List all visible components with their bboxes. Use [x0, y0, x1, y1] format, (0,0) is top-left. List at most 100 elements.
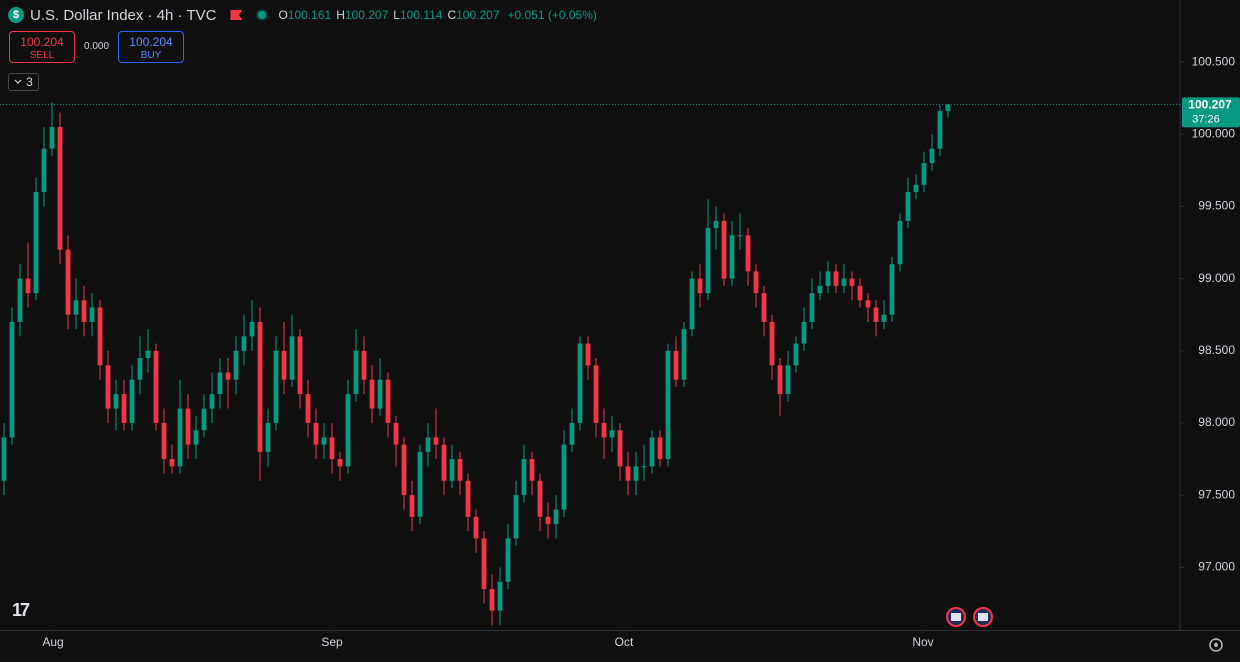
candle-body: [737, 235, 743, 237]
candle-body: [177, 408, 183, 467]
tradingview-logo[interactable]: 17: [12, 600, 30, 620]
sell-label: SELL: [29, 50, 55, 61]
ohlc-key: O: [278, 8, 288, 22]
last-price-label: 100.207: [1188, 98, 1232, 112]
candle-body: [817, 285, 823, 294]
us-flag-events: [946, 607, 993, 627]
candle-body: [161, 422, 167, 460]
candle-body: [729, 235, 735, 279]
candle-body: [113, 394, 119, 409]
candle-body: [289, 336, 295, 380]
candle-body: [33, 192, 39, 294]
candle-body: [337, 459, 343, 467]
candles: [1, 102, 951, 626]
candle-body: [937, 111, 943, 149]
sell-price: 100.204: [20, 35, 64, 49]
candle-body: [585, 343, 591, 366]
candle-body: [473, 516, 479, 539]
candle-body: [305, 394, 311, 423]
candle-body: [401, 444, 407, 496]
candle-body: [721, 220, 727, 279]
candle-body: [129, 379, 135, 423]
candle-body: [41, 148, 47, 193]
candle-body: [705, 228, 711, 294]
candle-body: [481, 538, 487, 590]
candle-body: [193, 430, 199, 445]
candle-body: [313, 422, 319, 445]
candle-body: [153, 350, 159, 423]
candle-body: [393, 422, 399, 445]
candle-body: [833, 271, 839, 286]
candle-body: [849, 278, 855, 286]
candle-body: [945, 104, 951, 112]
change: +0.051 (+0.05%): [507, 8, 597, 22]
candle-body: [769, 321, 775, 366]
symbol-title[interactable]: U.S. Dollar Index · 4h · TVC: [30, 6, 217, 24]
ohlc-key: L: [393, 8, 400, 22]
candle-body: [881, 314, 887, 322]
candle-body: [785, 365, 791, 395]
candle-body: [521, 459, 527, 496]
ohlc-key: C: [447, 8, 457, 22]
buy-button[interactable]: 100.204 BUY: [118, 31, 184, 63]
candle-body: [321, 437, 327, 445]
candle-body: [801, 321, 807, 344]
candle-body: [201, 408, 207, 431]
candle-body: [689, 278, 695, 330]
candle-body: [665, 350, 671, 460]
candle-body: [457, 459, 463, 481]
candle-body: [825, 271, 831, 286]
candle-body: [681, 329, 687, 380]
candle-body: [777, 365, 783, 395]
candle-body: [185, 408, 191, 445]
candle-body: [385, 379, 391, 423]
candle-body: [1, 437, 7, 481]
candle-body: [49, 127, 55, 149]
candle-body: [569, 422, 575, 445]
candle-body: [121, 394, 127, 423]
indicators-count: 3: [26, 75, 33, 89]
symbol-logo: $: [8, 7, 24, 23]
indicators-toggle[interactable]: 3: [8, 73, 39, 91]
candle-body: [89, 307, 95, 322]
x-tick-label: Oct: [615, 635, 634, 649]
candle-body: [25, 278, 31, 294]
countdown: 37:26: [1192, 113, 1220, 125]
candle-body: [233, 350, 239, 380]
candle-body: [217, 372, 223, 395]
candle-body: [865, 300, 871, 308]
ohlc-value: 100.161: [287, 8, 332, 22]
candle-body: [745, 235, 751, 272]
candle-body: [601, 422, 607, 438]
y-tick-label: 99.000: [1198, 271, 1235, 285]
candle-body: [841, 278, 847, 286]
candle-body: [273, 350, 279, 423]
candle-body: [425, 437, 431, 452]
candle-body: [489, 589, 495, 611]
header: $ U.S. Dollar Index · 4h · TVC O100.161 …: [8, 5, 597, 25]
settings-icon[interactable]: [1209, 638, 1223, 652]
candle-body: [57, 127, 63, 250]
candle-body: [9, 321, 15, 438]
candle-body: [793, 343, 799, 366]
y-tick-label: 98.500: [1198, 343, 1235, 357]
flag-icon[interactable]: [230, 10, 243, 20]
candle-body: [809, 293, 815, 322]
sell-button[interactable]: 100.204 SELL: [9, 31, 75, 63]
candle-body: [145, 350, 151, 359]
candle-body: [225, 372, 231, 380]
candle-body: [529, 459, 535, 481]
candle-body: [913, 184, 919, 193]
candle-body: [857, 285, 863, 301]
ohlc-value: 100.207: [456, 8, 500, 22]
x-tick-label: Sep: [321, 635, 343, 649]
candle-body: [257, 321, 263, 452]
candle-body: [593, 365, 599, 423]
candle-body: [921, 163, 927, 185]
candle-body: [329, 437, 335, 460]
y-tick-label: 97.500: [1198, 487, 1235, 501]
last-price-box: [1182, 97, 1240, 128]
candle-body: [505, 538, 511, 582]
candle-body: [441, 444, 447, 481]
